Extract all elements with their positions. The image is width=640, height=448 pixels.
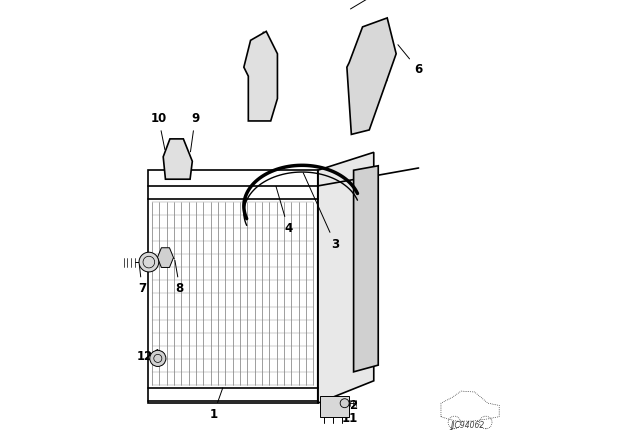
Circle shape	[340, 399, 349, 408]
Polygon shape	[353, 166, 378, 372]
Text: 1: 1	[209, 388, 223, 421]
Text: 11: 11	[335, 408, 358, 426]
Circle shape	[150, 350, 166, 366]
Circle shape	[139, 252, 159, 272]
Text: 2: 2	[345, 399, 357, 412]
Text: 10: 10	[150, 112, 167, 150]
Text: 9: 9	[191, 112, 199, 152]
Text: 8: 8	[175, 260, 184, 296]
Polygon shape	[320, 396, 349, 417]
Polygon shape	[163, 139, 192, 179]
Text: 6: 6	[398, 45, 422, 76]
Polygon shape	[317, 152, 374, 403]
Text: 3: 3	[303, 173, 339, 251]
Text: JJC94062: JJC94062	[451, 421, 485, 430]
Polygon shape	[347, 18, 396, 134]
Polygon shape	[157, 248, 173, 267]
Polygon shape	[244, 31, 278, 121]
Text: 7: 7	[138, 265, 146, 296]
Text: 5: 5	[248, 32, 263, 78]
Text: 4: 4	[276, 186, 292, 235]
Text: 12: 12	[137, 349, 158, 363]
